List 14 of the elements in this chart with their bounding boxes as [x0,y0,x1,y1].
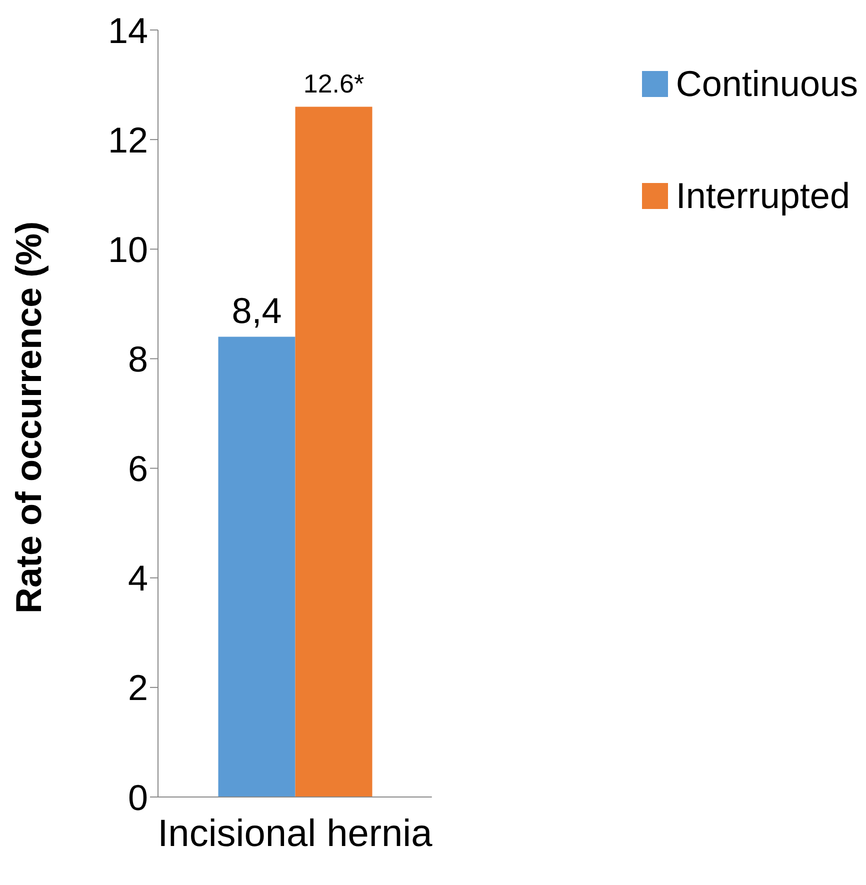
legend-label: Continuous [676,63,858,105]
data-label: 12.6* [303,68,364,99]
x-tick-label: Incisional hernia [158,812,434,855]
y-tick-label: 12 [108,119,148,160]
y-tick-label: 6 [128,448,148,490]
data-label: 8,4 [232,290,282,331]
legend-label: Interrupted [676,175,850,217]
y-tick-label: 10 [108,228,148,270]
y-tick-label: 8 [128,338,148,380]
y-axis-title: Rate of occurrence (%) [8,221,49,614]
y-tick-label: 2 [128,667,148,708]
y-tick-label: 0 [128,776,148,818]
y-tick-label: 4 [128,558,148,599]
y-tick-label: 14 [108,10,148,51]
